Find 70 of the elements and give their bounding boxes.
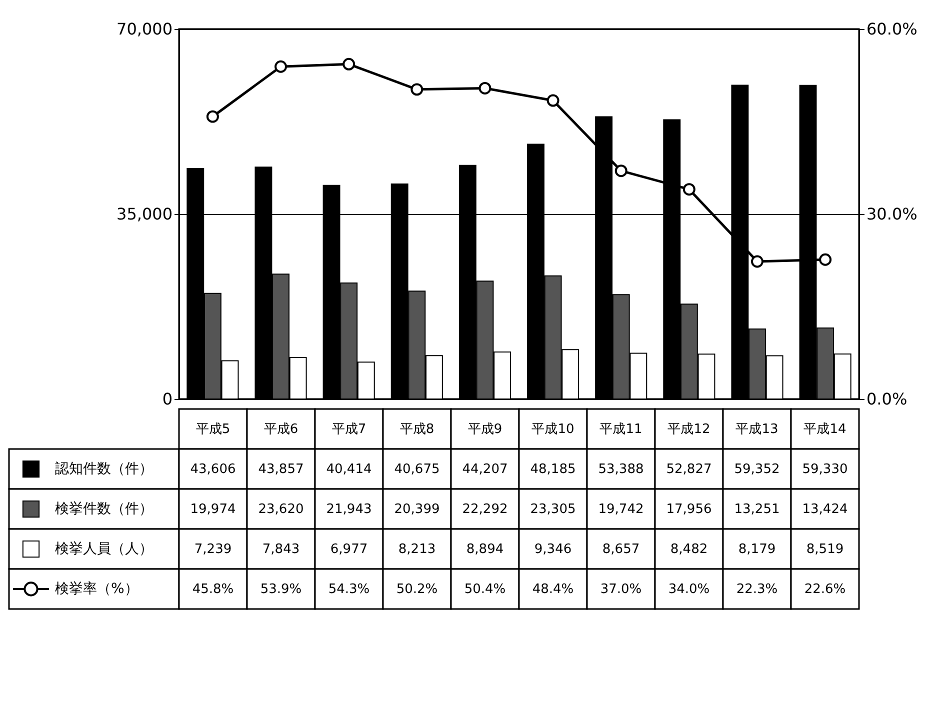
data-label: 43,606: [190, 462, 236, 477]
y-tick-label: 70,000: [116, 20, 172, 38]
point: [410, 83, 424, 96]
x-tick-label: 平成10: [532, 422, 574, 437]
data-label: 40,414: [326, 462, 372, 477]
data-label: 40,675: [394, 462, 440, 477]
x-tick-label: 平成12: [668, 422, 710, 437]
y2-tick-label: 60.0%: [866, 20, 918, 38]
data-label: 52,827: [666, 462, 712, 477]
x-tick-label: 平成9: [468, 422, 502, 437]
data-label: 48.4%: [532, 582, 574, 597]
data-label: 50.4%: [464, 582, 506, 597]
data-label: 8,894: [466, 542, 504, 557]
point: [342, 58, 356, 70]
data-label: 8,519: [806, 542, 844, 557]
x-tick-label: 平成7: [332, 422, 366, 437]
data-label: 44,207: [462, 462, 508, 477]
data-label: 22.6%: [804, 582, 846, 597]
data-label: 43,857: [258, 462, 304, 477]
data-label: 19,974: [190, 502, 236, 517]
data-label: 48,185: [530, 462, 576, 477]
data-label: 6,977: [330, 542, 368, 557]
legend-label: 認知件数（件）: [55, 461, 153, 477]
point: [614, 164, 628, 178]
x-tick-label: 平成11: [600, 422, 642, 437]
data-label: 9,346: [534, 542, 572, 557]
data-label: 13,424: [802, 502, 848, 517]
data-label: 8,482: [670, 542, 708, 557]
point: [682, 183, 696, 196]
legend-label: 検挙人員（人）: [55, 541, 153, 557]
data-label: 7,239: [194, 542, 232, 557]
data-label: 23,620: [258, 502, 304, 517]
legend-label: 検挙率（%）: [55, 581, 138, 597]
data-label: 17,956: [666, 502, 712, 517]
data-label: 8,657: [602, 542, 640, 557]
data-label: 22,292: [462, 502, 508, 517]
x-tick-label: 平成5: [196, 422, 230, 437]
data-label: 8,179: [738, 542, 776, 557]
point: [274, 60, 288, 73]
x-tick-label: 平成8: [400, 422, 434, 437]
data-label: 50.2%: [396, 582, 438, 597]
legend-label: 検挙件数（件）: [55, 501, 153, 517]
data-label: 20,399: [394, 502, 440, 517]
point: [478, 82, 492, 94]
x-tick-label: 平成6: [264, 422, 298, 437]
point: [819, 253, 832, 266]
point: [206, 110, 219, 123]
data-label: 19,742: [598, 502, 644, 517]
y-tick-label: 0: [162, 390, 172, 408]
data-label: 45.8%: [192, 582, 234, 597]
data-label: 21,943: [326, 502, 372, 517]
data-label: 34.0%: [668, 582, 710, 597]
y2-tick-label: 30.0%: [866, 204, 918, 224]
data-label: 7,843: [262, 542, 300, 557]
data-label: 54.3%: [328, 582, 370, 597]
point: [546, 94, 560, 107]
y-tick-label: 35,000: [116, 204, 172, 224]
data-label: 23,305: [530, 502, 576, 517]
data-label: 59,352: [734, 462, 780, 477]
data-label: 8,213: [398, 542, 436, 557]
point: [750, 255, 764, 268]
data-label: 53,388: [598, 462, 644, 477]
data-label: 13,251: [734, 502, 780, 517]
data-label: 22.3%: [736, 582, 778, 597]
x-tick-label: 平成14: [804, 422, 846, 437]
y2-tick-label: 0.0%: [866, 390, 908, 408]
data-label: 37.0%: [600, 582, 642, 597]
x-tick-label: 平成13: [736, 422, 778, 437]
data-label: 59,330: [802, 462, 848, 477]
data-label: 53.9%: [260, 582, 302, 597]
